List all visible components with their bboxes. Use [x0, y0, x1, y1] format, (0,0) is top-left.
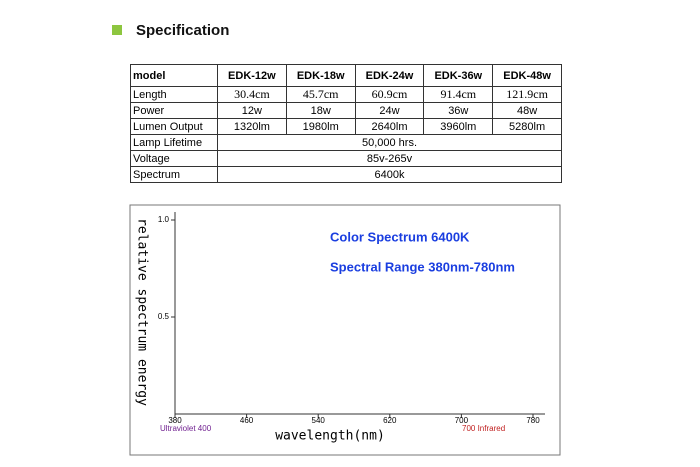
table-cell: 36w	[423, 102, 494, 119]
table-cell: 1320lm	[217, 118, 287, 135]
x-tick-label: 380	[168, 416, 182, 425]
x-axis-label: wavelength(nm)	[275, 429, 385, 444]
table-cell: EDK-12w	[217, 64, 287, 87]
y-tick-label: 1.0	[158, 215, 170, 224]
table-cell: 3960lm	[423, 118, 494, 135]
x-tick-label: 700	[455, 416, 469, 425]
table-row: Power 12w 18w 24w 36w 48w	[130, 102, 562, 119]
table-cell: Spectrum	[130, 166, 218, 183]
table-cell: Lamp Lifetime	[130, 134, 218, 151]
table-cell: 6400k	[217, 166, 562, 183]
y-axis-label: relative spectrum energy	[135, 218, 150, 406]
annotation: 700 Infrared	[462, 424, 505, 433]
table-cell: 5280lm	[492, 118, 562, 135]
annotation: Ultraviolet 400	[160, 424, 212, 433]
x-tick-label: 620	[383, 416, 397, 425]
y-tick-label: 0.5	[158, 312, 170, 321]
table-cell: 2640lm	[354, 118, 425, 135]
chart-subtitle: Spectral Range 380nm-780nm	[330, 259, 515, 274]
table-row: Voltage 85v-265v	[130, 150, 562, 167]
x-tick-label: 540	[312, 416, 326, 425]
table-cell: EDK-18w	[285, 64, 356, 87]
title: Specification	[136, 22, 230, 39]
x-tick-label: 460	[240, 416, 254, 425]
table-cell: 85v-265v	[217, 150, 562, 167]
table-cell: model	[130, 64, 218, 87]
section-header: Specification	[112, 22, 229, 39]
chart-frame	[129, 204, 561, 456]
spec-table: model EDK-12w EDK-18w EDK-24w EDK-36w EDK-48w…	[130, 64, 562, 183]
table-row: Spectrum 6400k	[130, 166, 562, 183]
table-row: Lumen Output 1320lm 1980lm 2640lm 3960lm 5280…	[130, 118, 562, 135]
table-row: model EDK-12w EDK-18w EDK-24w EDK-36w EDK-48w	[130, 64, 562, 87]
x-tick-label: 780	[526, 416, 540, 425]
table-cell: 30.4cm	[217, 86, 287, 103]
chart-title: Color Spectrum 6400K	[330, 229, 470, 244]
